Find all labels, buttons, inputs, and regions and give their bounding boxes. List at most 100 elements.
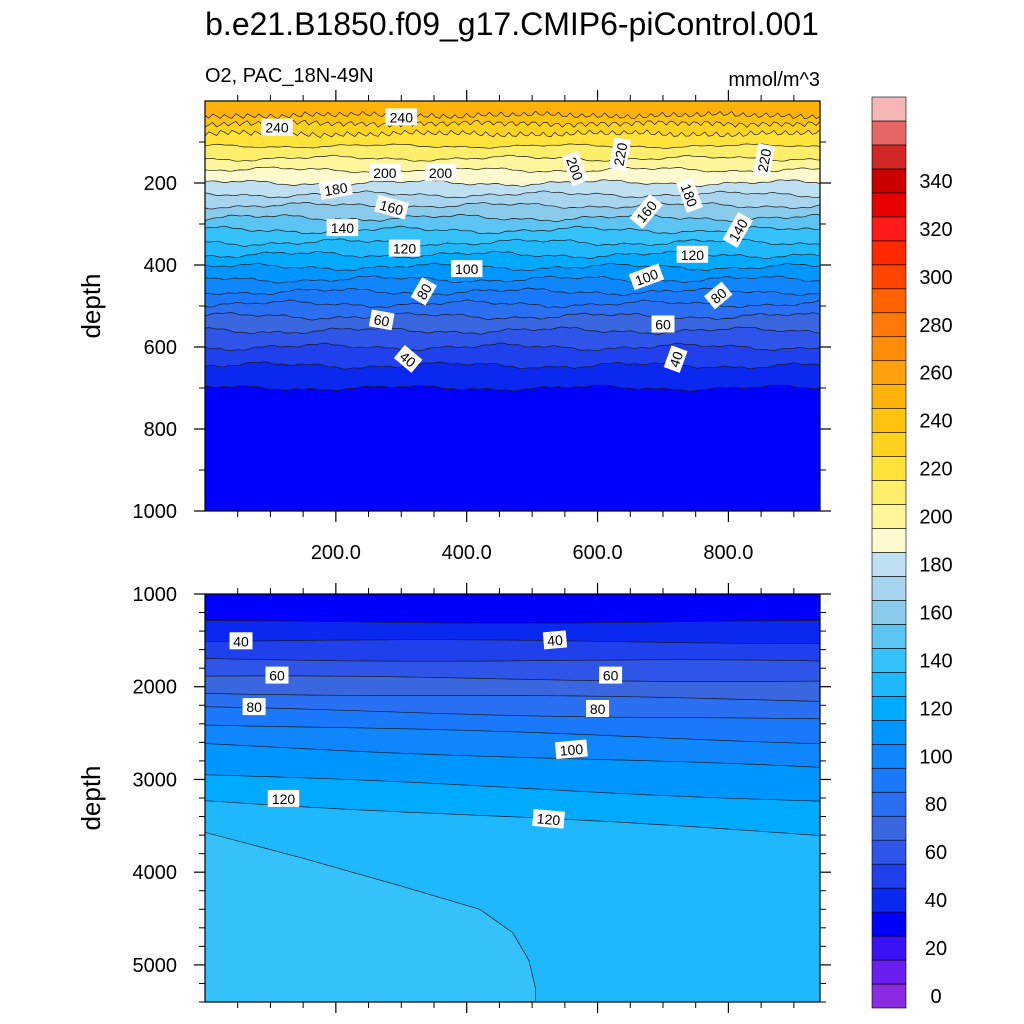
colorbar-label: 20	[925, 938, 947, 960]
colorbar-labels: 0 20 40 60 80 100 120 140 160 180 200 220 240 260 280 3…	[919, 171, 952, 1008]
colorbar-box	[871, 240, 907, 266]
lower-contour-label: 80	[242, 698, 266, 716]
colorbar-box	[871, 863, 907, 889]
lower-contour-labels: 40 60 80 120 40 60 80 100 120	[229, 630, 623, 829]
upper-contour-label-text: 60	[655, 317, 671, 333]
upper-contour-label: 200	[369, 163, 401, 181]
colorbar-box	[871, 743, 907, 769]
upper-contour-label: 180	[318, 177, 353, 200]
upper-contour-label-text: 200	[429, 165, 453, 181]
colorbar-label: 180	[919, 555, 952, 577]
colorbar-box	[871, 552, 907, 577]
lower-contour-label-text: 40	[547, 632, 564, 649]
lower-contour-label-text: 80	[246, 699, 262, 715]
upper-contour-line-180	[205, 179, 820, 187]
colorbar	[871, 96, 907, 1009]
colorbar-label: 260	[919, 363, 952, 385]
colorbar-box	[871, 983, 907, 1009]
upper-contour-label-text: 100	[633, 266, 661, 289]
upper-contour-line-210	[205, 143, 820, 149]
lower-contour-line-100	[205, 743, 820, 768]
upper-ytick-label: 1000	[133, 501, 178, 523]
lower-contour-label: 60	[599, 666, 623, 684]
upper-contour-line-230	[205, 119, 820, 128]
upper-ytick-label: 400	[144, 255, 177, 277]
lower-contour-line-110	[205, 774, 820, 802]
subtitle-left: O2, PAC_18N-49N	[205, 65, 374, 87]
lower-contour-label: 100	[554, 739, 588, 760]
lower-contour-label-text: 80	[590, 701, 606, 717]
upper-contour-label: 140	[326, 219, 359, 237]
upper-ytick-label: 800	[144, 419, 177, 441]
lower-contour-label-text: 60	[603, 668, 619, 684]
colorbar-box	[871, 839, 907, 865]
lower-contour-line-40	[205, 639, 820, 644]
lower-contour-line-120	[205, 800, 820, 836]
upper-contour-label-text: 240	[390, 109, 414, 125]
colorbar-box	[871, 312, 907, 338]
upper-contour-line-110	[205, 262, 820, 272]
colorbar-label: 100	[919, 746, 952, 768]
upper-contour-label: 80	[704, 281, 733, 310]
lower-ytick-label: 5000	[133, 955, 178, 977]
upper-contour-line-120	[205, 250, 820, 260]
upper-contour-line-30	[205, 384, 820, 392]
colorbar-box	[871, 96, 907, 122]
subtitle-units: mmol/m^3	[728, 69, 820, 91]
colorbar-box	[871, 791, 907, 817]
upper-xtick-label: 400.0	[442, 542, 492, 564]
upper-contour-label-text: 180	[678, 182, 701, 210]
colorbar-label: 220	[919, 459, 952, 481]
upper-contour-label-text: 200	[563, 155, 586, 183]
upper-contour-label: 200	[424, 163, 457, 181]
colorbar-label: 280	[919, 315, 952, 337]
colorbar-box	[871, 168, 907, 194]
colorbar-label: 140	[919, 650, 952, 672]
colorbar-box	[871, 600, 907, 625]
lower-contour-fill-130	[205, 831, 536, 1002]
colorbar-label: 120	[919, 698, 952, 720]
colorbar-box	[871, 815, 907, 841]
upper-contour-line-220	[205, 129, 820, 139]
upper-ytick-label: 200	[144, 173, 177, 195]
upper-contour-line-130	[205, 238, 820, 247]
lower-contour-label: 120	[267, 789, 300, 807]
colorbar-box	[871, 767, 907, 793]
colorbar-box	[871, 528, 907, 553]
upper-contour-label: 220	[752, 143, 776, 178]
colorbar-label: 300	[919, 267, 952, 289]
upper-contour-label-text: 80	[413, 281, 435, 303]
lower-contour-label: 40	[229, 632, 253, 650]
upper-xtick-label: 200.0	[311, 542, 361, 564]
upper-contour-label-text: 240	[265, 120, 289, 136]
lower-contour-line-60	[205, 675, 820, 682]
colorbar-box	[871, 144, 907, 170]
upper-contour-label-text: 120	[393, 241, 417, 257]
lower-ytick-label: 2000	[133, 677, 178, 699]
lower-contour-label-text: 120	[272, 791, 296, 807]
upper-contour-label: 180	[676, 177, 703, 213]
colorbar-box	[871, 384, 907, 409]
colorbar-box	[871, 264, 907, 290]
upper-contour-line-150	[205, 213, 820, 223]
upper-contour-line-140	[205, 225, 820, 235]
colorbar-box	[871, 720, 907, 745]
colorbar-box	[871, 192, 907, 218]
upper-contour-label: 240	[261, 118, 293, 136]
upper-contour-label-text: 200	[373, 165, 397, 181]
figure-title: b.e21.B1850.f09_g17.CMIP6-piControl.001	[205, 6, 819, 42]
colorbar-label: 160	[919, 602, 952, 624]
upper-contour-label-text: 160	[378, 197, 405, 219]
colorbar-box	[871, 648, 907, 673]
upper-contour-line-200	[205, 154, 820, 162]
upper-contour-label: 40	[663, 345, 688, 373]
upper-contour-label: 160	[374, 194, 410, 220]
colorbar-box	[871, 120, 907, 146]
lower-contour-label: 80	[586, 700, 610, 717]
upper-contour-label: 220	[608, 137, 632, 172]
upper-contour-label: 100	[450, 260, 483, 278]
upper-contour-label-text: 40	[666, 349, 686, 369]
upper-contour-label: 100	[628, 263, 665, 291]
upper-xtick-label: 800.0	[703, 542, 753, 564]
